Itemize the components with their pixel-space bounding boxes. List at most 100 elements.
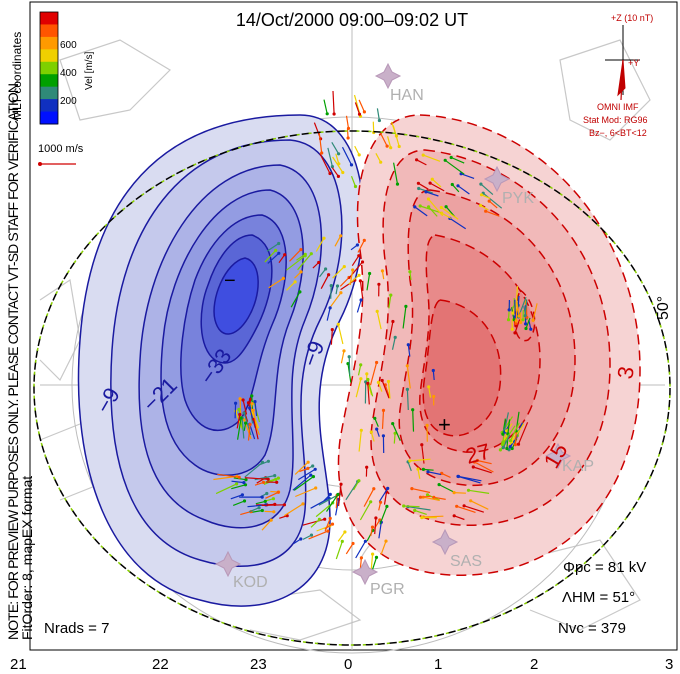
velocity-vector-origin: [273, 474, 277, 478]
velocity-vector-origin: [248, 397, 253, 401]
velocity-vector-origin: [449, 155, 453, 160]
velocity-vector-origin: [309, 533, 314, 537]
velocity-vector: [460, 173, 475, 179]
velocity-vector-origin: [426, 197, 430, 201]
velocity-vector-origin: [242, 499, 247, 503]
velocity-vector: [420, 205, 441, 214]
velocity-vector-origin: [374, 555, 379, 560]
velocity-vector: [341, 146, 353, 166]
velocity-vector-origin: [377, 282, 381, 286]
imf-clock: [605, 25, 640, 101]
velocity-vector: [332, 90, 335, 115]
velocity-vector: [376, 108, 380, 121]
velocity-vector: [509, 422, 520, 441]
velocity-vector: [485, 210, 500, 217]
velocity-vector-origin: [250, 402, 254, 406]
velocity-vector-origin: [340, 539, 344, 544]
velocity-vector: [463, 505, 484, 513]
velocity-vector: [320, 274, 330, 289]
velocity-vector: [339, 277, 350, 287]
velocity-vector-origin: [505, 429, 509, 433]
velocity-vector: [335, 495, 338, 509]
velocity-vector: [384, 384, 391, 399]
velocity-vector-origin: [374, 516, 378, 520]
velocity-vector: [261, 519, 272, 531]
velocity-vector: [335, 541, 343, 560]
velocity-vector-origin: [365, 465, 369, 469]
velocity-vector-origin: [241, 398, 245, 402]
velocity-vector: [335, 153, 340, 164]
velocity-vector: [297, 253, 312, 271]
velocity-vector: [450, 156, 465, 164]
velocity-vector-origin: [395, 182, 400, 186]
velocity-vector-origin: [386, 486, 390, 490]
station-label-kod: KOD: [233, 574, 268, 591]
velocity-vector-origin: [309, 252, 313, 256]
mlt-tick-3: 3: [665, 656, 673, 673]
hm-boundary: [33, 130, 671, 646]
velocity-vector: [236, 414, 241, 429]
plot-frame: [29, 1, 678, 651]
velocity-vector: [524, 299, 528, 316]
colorbar-tick-200: 200: [60, 96, 77, 107]
velocity-vector: [406, 389, 409, 411]
velocity-vector-origin: [342, 349, 346, 353]
velocity-vector: [348, 356, 351, 375]
velocity-vector-origin: [455, 504, 459, 508]
velocity-vector: [366, 273, 371, 291]
velocity-vector-origin: [413, 205, 417, 209]
colorbar-swatch: [40, 49, 58, 63]
velocity-vector-origin: [347, 355, 351, 359]
velocity-vector: [353, 480, 360, 491]
velocity-vector-origin: [265, 491, 269, 496]
velocity-vector-origin: [269, 518, 273, 522]
positive-potential-cell: [337, 114, 641, 576]
velocity-vector-origin: [276, 476, 280, 480]
velocity-vector: [477, 459, 492, 465]
velocity-vector-origin: [391, 319, 395, 324]
velocity-vector: [375, 153, 382, 163]
velocity-vector: [387, 381, 391, 399]
velocity-vector-origin: [353, 184, 358, 189]
velocity-vector-origin: [417, 186, 421, 191]
velocity-vector: [302, 518, 325, 526]
velocity-vector-origin: [240, 493, 244, 497]
velocity-vector-origin: [513, 443, 518, 447]
velocity-vector: [297, 468, 316, 481]
map-title: 14/Oct/2000 09:00–09:02 UT: [236, 10, 468, 30]
velocity-vector: [391, 337, 396, 350]
velocity-vector-origin: [234, 401, 238, 405]
velocity-vector-origin: [359, 363, 363, 367]
velocity-vector-origin: [375, 309, 379, 313]
velocity-vector-origin: [360, 260, 365, 264]
velocity-vector: [473, 466, 492, 474]
velocity-vector-origin: [346, 136, 350, 140]
velocity-vector: [407, 344, 411, 357]
velocity-vector-origin: [425, 493, 430, 497]
velocity-vector-origin: [375, 360, 379, 365]
velocity-vector-origin: [366, 381, 370, 385]
velocity-vector-origin: [487, 199, 491, 203]
coord-label: MLT coordinates: [10, 32, 24, 120]
velocity-vector-origin: [452, 491, 456, 495]
velocity-vector: [388, 321, 394, 341]
velocity-vector-origin: [384, 539, 388, 543]
velocity-vector: [438, 484, 454, 493]
velocity-vector-origin: [336, 322, 340, 326]
velocity-vector: [233, 477, 247, 481]
velocity-vector: [425, 191, 439, 197]
velocity-vector: [326, 494, 339, 512]
velocity-vector-origin: [323, 517, 327, 521]
velocity-vector-origin: [420, 443, 424, 447]
stat-n-vc: Nvc = 379: [558, 620, 626, 637]
velocity-vector: [258, 460, 269, 466]
velocity-vector-origin: [523, 314, 527, 318]
latitude-label: 50°: [655, 296, 672, 320]
velocity-vector: [338, 484, 342, 507]
velocity-vector-origin: [369, 430, 373, 434]
velocity-vector-origin: [366, 377, 370, 382]
velocity-vector: [323, 99, 328, 114]
velocity-vector: [414, 509, 427, 515]
velocity-vector-origin: [418, 495, 423, 499]
velocity-vector: [334, 235, 342, 247]
